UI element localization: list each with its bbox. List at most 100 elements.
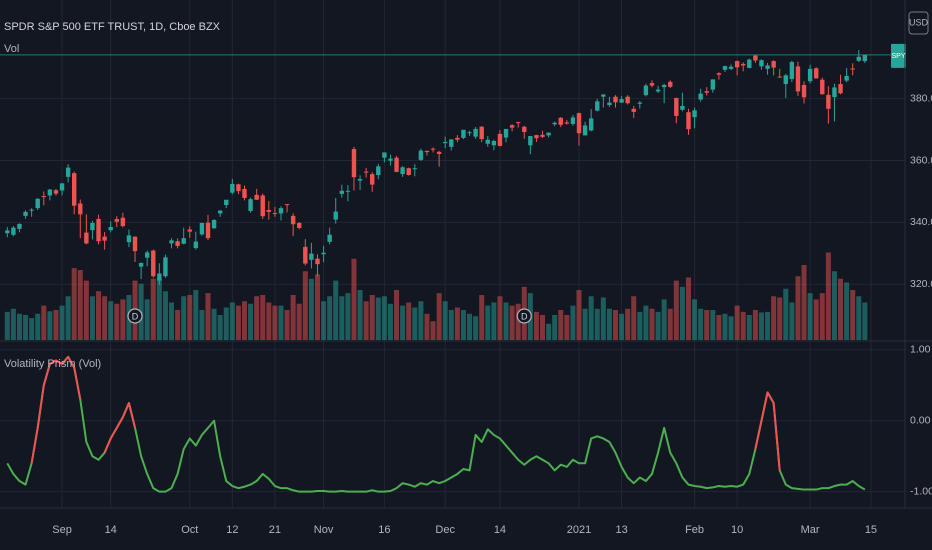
volume-bar: [290, 295, 296, 340]
volume-bar: [698, 308, 704, 340]
volume-bar: [758, 312, 764, 340]
volume-bar: [722, 313, 728, 340]
volume-bar: [552, 315, 558, 340]
currency-label[interactable]: USD: [909, 17, 929, 27]
y-tick-label: 360.00: [910, 154, 932, 166]
currency-button[interactable]: [908, 11, 929, 35]
volume-bar: [272, 305, 278, 340]
candle-body: [588, 118, 594, 131]
candle-body: [315, 258, 320, 265]
plot-layer: [0, 43, 906, 493]
x-tick-label: 12: [226, 524, 238, 536]
candle-body: [552, 122, 557, 125]
candle-body: [102, 236, 107, 241]
candle-body: [814, 68, 819, 79]
volume-bar: [692, 299, 698, 340]
volume-bar: [150, 278, 156, 340]
y-tick-label: 0.00: [910, 415, 931, 427]
volume-bar: [327, 296, 333, 340]
x-tick-label: Feb: [685, 524, 704, 536]
volume-bar: [248, 303, 254, 340]
volume-bar: [351, 258, 357, 340]
candle-body: [78, 203, 83, 215]
volume-bar: [862, 302, 868, 340]
y-tick-label: 380.00: [910, 92, 932, 104]
candle-body: [522, 126, 527, 132]
volume-bar: [175, 310, 181, 340]
candle-body: [376, 166, 381, 176]
candle-body: [53, 190, 59, 194]
volume-bar: [546, 323, 552, 340]
last-price-label: SPY: [891, 53, 905, 60]
last-price-box: [891, 43, 906, 68]
candle-body: [704, 91, 709, 93]
volume-bar: [387, 303, 393, 340]
volume-bar: [503, 302, 509, 340]
volume-bar: [193, 290, 199, 340]
candle-body: [649, 83, 655, 86]
candle-body: [370, 174, 375, 185]
volume-bar: [631, 296, 637, 340]
volume-bar: [4, 311, 10, 340]
event-label: D: [132, 311, 139, 321]
volume-bar: [205, 293, 211, 340]
candle-body: [661, 84, 667, 88]
candle-body: [734, 61, 740, 68]
volume-bar: [53, 310, 59, 340]
volume-bar: [400, 305, 406, 340]
volume-bar: [369, 295, 375, 340]
x-tick-label: 13: [615, 524, 627, 536]
volume-bar: [813, 299, 819, 340]
volume-bar: [448, 310, 454, 340]
candle-body: [777, 76, 782, 78]
candle-body: [278, 208, 284, 214]
volume-bar: [594, 308, 600, 340]
volume-bar: [394, 290, 400, 340]
candle-body: [23, 211, 28, 216]
volume-bar: [321, 301, 327, 340]
grid-layer: [0, 0, 905, 508]
volume-bar: [454, 307, 460, 340]
candle-body: [65, 167, 71, 177]
volume-bar: [260, 295, 266, 340]
candle-body: [175, 241, 180, 246]
volume-bar: [655, 311, 661, 340]
volume-bar: [649, 308, 655, 340]
volume-bar: [424, 313, 430, 340]
volume-bar: [77, 270, 83, 340]
x-tick-label: Dec: [435, 524, 455, 536]
y-tick-label: 320.00: [910, 278, 932, 290]
volume-bar: [850, 290, 856, 340]
candle-body: [838, 84, 843, 94]
volume-bar: [71, 268, 77, 340]
candle-body: [680, 106, 685, 110]
candle-body: [333, 211, 338, 220]
volume-bar: [108, 301, 114, 340]
candle-body: [17, 223, 22, 229]
volume-bar: [162, 291, 168, 340]
candle-body: [850, 68, 855, 70]
volume-bar: [59, 305, 65, 340]
candle-body: [151, 250, 156, 277]
candle-body: [230, 184, 235, 193]
volume-bar: [801, 265, 807, 340]
candle-body: [96, 218, 101, 242]
volume-bar: [211, 308, 217, 340]
candle-body: [862, 54, 868, 62]
indicator-title: Volatility Prism (Vol): [4, 358, 101, 370]
candle-body: [741, 63, 746, 66]
volume-bar: [430, 321, 436, 340]
volume-bar: [156, 278, 162, 340]
x-tick-label: 21: [269, 524, 281, 536]
candle-body: [698, 93, 703, 100]
candle-body: [461, 129, 466, 138]
volume-bar: [515, 303, 521, 340]
candle-body: [388, 158, 393, 161]
candle-body: [242, 188, 247, 198]
candle-body: [515, 122, 521, 124]
candle-body: [205, 222, 211, 239]
candle-body: [260, 195, 265, 217]
indicator-line: [30, 355, 781, 471]
candle-body: [722, 66, 728, 70]
